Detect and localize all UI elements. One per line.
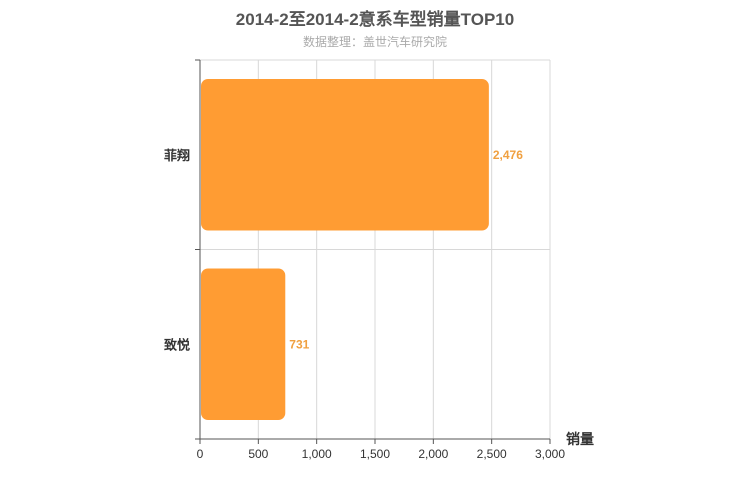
x-tick-label: 2,000 (418, 447, 448, 461)
x-tick-label: 1,000 (302, 447, 332, 461)
axes (195, 59, 551, 444)
x-tick-label: 500 (248, 447, 268, 461)
labels: 0 500 1,000 1,500 2,000 2,500 3,000 菲翔 2,476 致悦 73… (164, 148, 594, 461)
data-label: 2,476 (493, 148, 523, 162)
category-label: 致悦 (164, 337, 190, 352)
x-tick-label: 1,500 (360, 447, 390, 461)
x-tick-label: 2,500 (477, 447, 507, 461)
x-tick-label: 0 (197, 447, 204, 461)
bar-series (201, 78, 489, 421)
chart-title: 2014-2至2014-2意系车型销量TOP10 (235, 10, 515, 29)
bar-1[interactable] (201, 78, 489, 231)
data-label: 731 (289, 337, 309, 351)
category-label: 菲翔 (164, 148, 190, 163)
bar-2[interactable] (201, 268, 286, 421)
x-axis-title: 销量 (566, 431, 594, 447)
x-tick-label: 3,000 (535, 447, 565, 461)
chart-subtitle: 数据整理：盖世汽车研究院 (302, 35, 447, 49)
